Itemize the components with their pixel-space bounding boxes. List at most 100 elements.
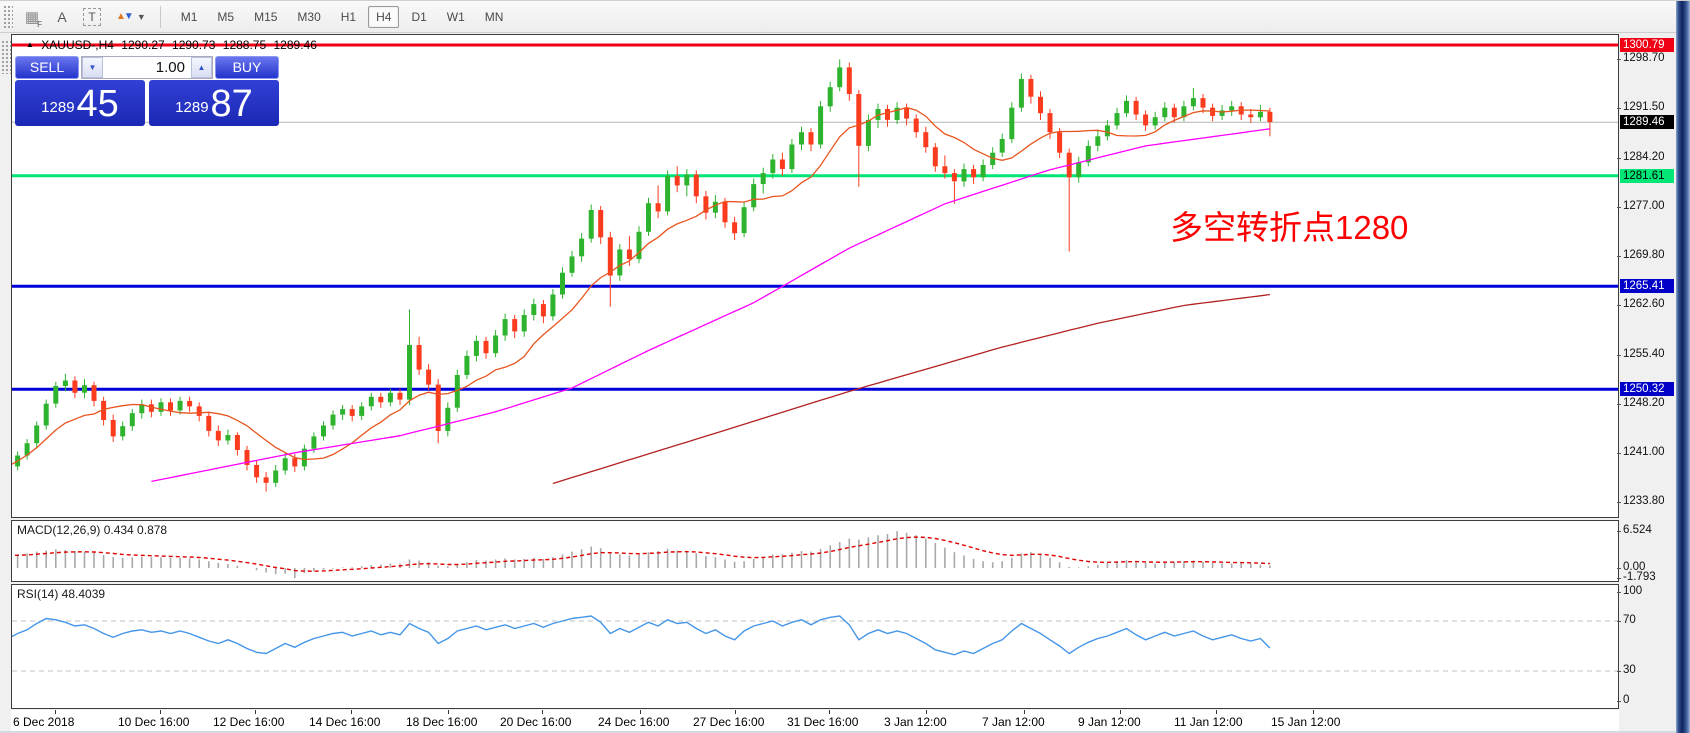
window-bottom-edge [0, 731, 1676, 733]
date-axis-label: 11 Jan 12:00 [1174, 715, 1243, 729]
date-tick [735, 710, 736, 714]
price-axis-badge: 1281.61 [1620, 168, 1674, 183]
date-tick [1024, 710, 1025, 714]
toolbar: ▦ F A T ▲ ▼ ▼ M1 M5 M15 M30 H1 H4 D1 W1 MN [0, 1, 1676, 33]
volume-stepper: ▼ ▲ [81, 56, 213, 79]
ohlc-open: 1290.27 [121, 38, 165, 52]
price-axis-label: 1284.20 [1623, 151, 1665, 164]
axis-tick [1617, 207, 1621, 209]
price-axis-label: 1262.60 [1623, 298, 1665, 311]
date-axis-label: 14 Dec 16:00 [309, 715, 381, 729]
objects-arrows-icon[interactable]: ▲ ▼ ▼ [115, 5, 147, 29]
a-glyph: A [57, 8, 67, 25]
price-axis-label: 0.00 [1623, 561, 1646, 573]
timeframe-button-m5[interactable]: M5 [217, 9, 235, 24]
price-axis-badge: 1300.79 [1620, 38, 1674, 52]
timeframe-button-m30[interactable]: M30 [297, 9, 321, 24]
timeframe-button-h1[interactable]: H1 [340, 9, 357, 24]
axis-tick [1617, 403, 1621, 405]
price-chart-panel[interactable]: ▲ XAUUSD-,H4 1290.27 1290.73 1288.75 128… [11, 34, 1619, 518]
annotation-a-icon[interactable]: A [50, 5, 74, 29]
date-axis[interactable]: 6 Dec 2018 10 Dec 16:00 12 Dec 16:00 14 Dec… [11, 710, 1619, 733]
date-axis-label: 7 Jan 12:00 [982, 715, 1045, 729]
price-axis-label: 6.524 [1623, 524, 1652, 537]
timeframe-button-mn[interactable]: MN [484, 9, 504, 24]
price-axis-label: 1269.80 [1623, 249, 1665, 262]
axis-tick [1617, 305, 1621, 307]
grid-f-icon[interactable]: ▦ F [20, 5, 44, 29]
price-axis-label: 0 [1623, 694, 1630, 706]
macd-label: MACD(12,26,9) 0.434 0.878 [17, 523, 168, 537]
date-axis-label: 15 Jan 12:00 [1271, 715, 1341, 729]
price-axis-badge: 1265.41 [1620, 279, 1674, 294]
price-axis-label: 70 [1623, 614, 1636, 626]
macd-panel[interactable]: MACD(12,26,9) 0.434 0.878 [11, 520, 1619, 582]
buy-button[interactable]: BUY [215, 56, 279, 79]
date-axis-label: 9 Jan 12:00 [1078, 715, 1141, 729]
axis-tick [1617, 501, 1621, 503]
date-tick [351, 710, 352, 714]
collapse-triangle-icon[interactable]: ▲ [26, 40, 34, 49]
rsi-label: RSI(14) 48.4039 [17, 587, 106, 601]
timeframe-button-w1[interactable]: W1 [446, 9, 465, 24]
buy-price-box[interactable]: 1289 87 [149, 80, 279, 126]
arrow-down-glyph: ▼ [123, 11, 134, 22]
toolbar-separator [159, 5, 161, 28]
timeframe-toolbar: M1 M5 M15 M30 H1 H4 D1 W1 MN [171, 5, 514, 28]
price-axis-label: 30 [1623, 664, 1636, 676]
rsi-canvas[interactable] [12, 585, 1618, 708]
date-tick [448, 710, 449, 714]
ohlc-close: 1289.46 [273, 38, 317, 52]
left-dock-rail [0, 34, 11, 733]
chart-header: ▲ XAUUSD-,H4 1290.27 1290.73 1288.75 128… [26, 38, 321, 52]
volume-decrease-button[interactable]: ▼ [82, 57, 103, 78]
axis-tick [1617, 531, 1621, 533]
axis-tick [1617, 578, 1621, 580]
axis-tick [1617, 701, 1621, 702]
price-axis-label: -1.793 [1623, 571, 1656, 584]
rsi-panel[interactable]: RSI(14) 48.4039 [11, 584, 1619, 709]
timeframe-button-m1[interactable]: M1 [180, 9, 198, 24]
date-axis-label: 24 Dec 16:00 [598, 715, 670, 729]
volume-increase-button[interactable]: ▲ [191, 57, 212, 78]
dock-grip[interactable] [0, 40, 11, 74]
axis-tick [1617, 158, 1621, 160]
price-axis-label: 1277.00 [1623, 200, 1665, 213]
date-axis-label: 6 Dec 2018 [13, 715, 75, 729]
sell-price-big: 45 [76, 83, 119, 125]
ohlc-low: 1288.75 [222, 38, 267, 52]
text-label-icon[interactable]: T [80, 5, 104, 29]
sell-price-small: 1289 [41, 99, 75, 116]
sell-price-box[interactable]: 1289 45 [15, 80, 145, 126]
timeframe-button-d1[interactable]: D1 [411, 9, 427, 24]
ohlc-high: 1290.73 [172, 38, 216, 52]
symbol-label: XAUUSD-,H4 [41, 38, 114, 52]
timeframe-button-h4[interactable]: H4 [368, 5, 400, 28]
price-axis-badge: 1289.46 [1620, 115, 1674, 130]
axis-tick [1617, 621, 1621, 622]
axis-tick [1617, 592, 1621, 593]
volume-input[interactable] [103, 57, 191, 78]
price-chart-canvas[interactable] [12, 35, 1618, 517]
price-axis-label: 100 [1623, 585, 1643, 597]
date-tick [829, 710, 830, 714]
arrow-up-glyph: ▲ [116, 11, 126, 22]
chart-annotation-text: 多空转折点1280 [1170, 209, 1409, 246]
window-edge-scroll-strip[interactable] [1676, 1, 1690, 733]
sell-button[interactable]: SELL [15, 56, 79, 79]
toolbar-grip[interactable] [3, 4, 13, 29]
axis-tick [1617, 108, 1621, 110]
macd-canvas[interactable] [12, 521, 1618, 581]
axis-tick [1617, 354, 1621, 356]
price-axis[interactable]: 1300.79 1298.70 1291.50 1289.46 1284.20 1281.… [1617, 34, 1676, 733]
grid-f-sub: F [37, 19, 42, 29]
date-axis-label: 27 Dec 16:00 [693, 715, 765, 729]
date-tick [1216, 710, 1217, 714]
chevron-down-icon: ▼ [136, 11, 146, 22]
price-axis-label: 1233.80 [1623, 494, 1665, 507]
date-tick [640, 710, 641, 714]
date-tick [55, 710, 56, 714]
one-click-trade-panel: SELL ▼ ▲ BUY 1289 45 1289 87 [15, 56, 279, 126]
timeframe-button-m15[interactable]: M15 [254, 9, 278, 24]
date-axis-label: 18 Dec 16:00 [406, 715, 478, 729]
